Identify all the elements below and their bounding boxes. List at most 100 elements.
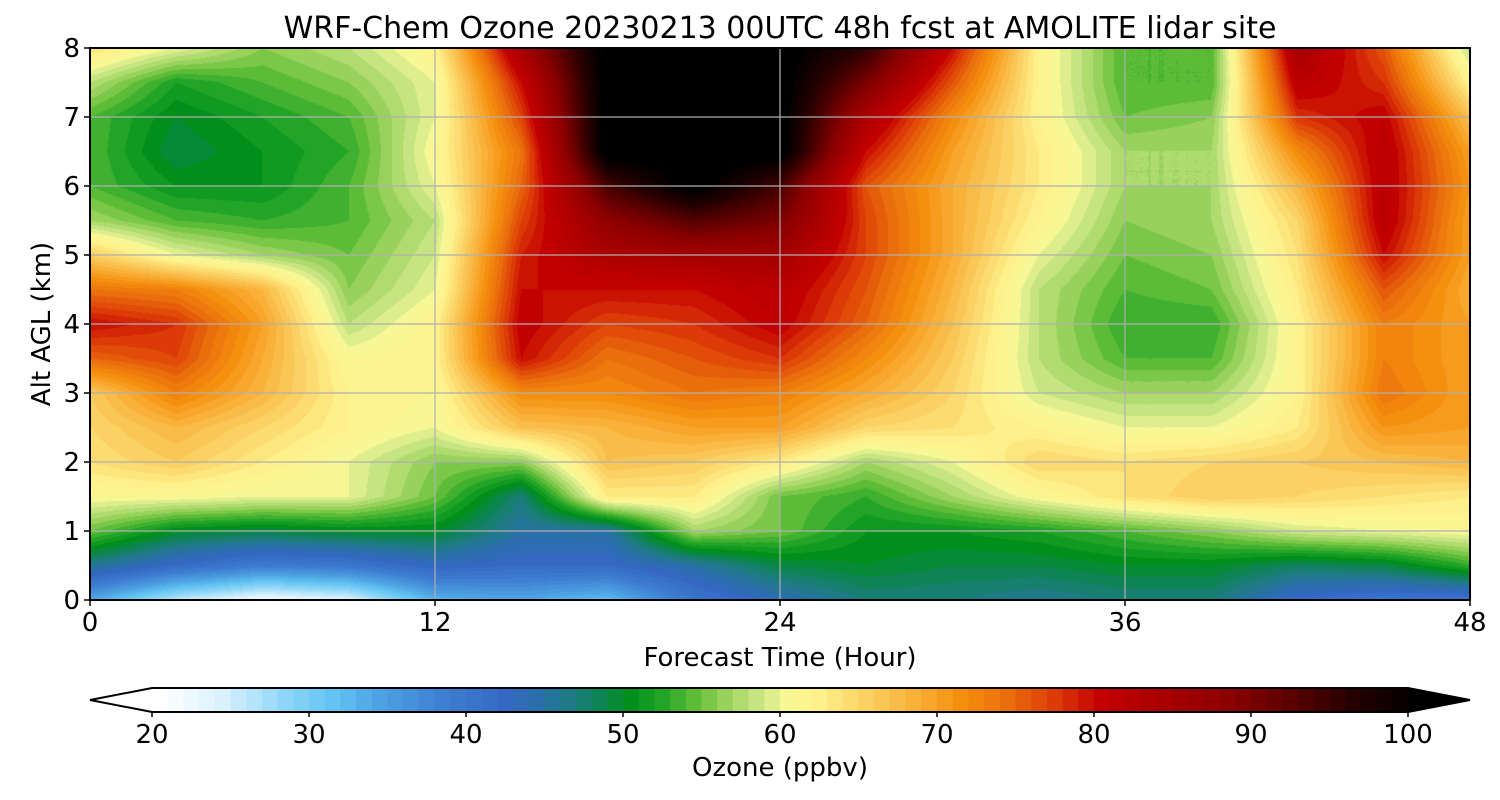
colorbar-bin <box>858 688 875 712</box>
colorbar-tick-label: 20 <box>135 720 168 750</box>
colorbar-label: Ozone (ppbv) <box>692 753 868 783</box>
colorbar-bin <box>1141 688 1158 712</box>
colorbar-bin <box>1046 688 1064 712</box>
colorbar-bin <box>748 688 765 712</box>
colorbar-bin <box>199 688 216 712</box>
colorbar-bin <box>1266 688 1283 712</box>
colorbar-bin <box>481 688 498 712</box>
colorbar-bin <box>811 688 828 712</box>
colorbar-bin <box>1392 688 1409 712</box>
y-tick-label: 2 <box>63 448 80 478</box>
colorbar-bin <box>1188 688 1205 712</box>
colorbar-bin <box>387 688 404 712</box>
x-tick-label: 36 <box>1108 608 1141 638</box>
y-tick-label: 0 <box>63 586 80 616</box>
colorbar-bin <box>418 688 436 712</box>
colorbar-bin <box>246 688 263 712</box>
colorbar-tick-label: 30 <box>292 720 325 750</box>
grid-lines <box>90 48 1470 600</box>
y-tick-label: 3 <box>63 379 80 409</box>
colorbar-bin <box>1282 688 1299 712</box>
x-tick-label: 24 <box>763 608 796 638</box>
colorbar-bin <box>1094 688 1111 712</box>
colorbar-bin <box>183 688 200 712</box>
colorbar-bin <box>874 688 891 712</box>
colorbar-bin <box>1015 688 1032 712</box>
x-tick-label: 48 <box>1453 608 1486 638</box>
colorbar-bin <box>1062 688 1079 712</box>
colorbar-bin <box>607 688 624 712</box>
colorbar-bin <box>277 688 294 712</box>
colorbar-bin <box>638 688 655 712</box>
colorbar-bin <box>732 688 750 712</box>
colorbar-bin <box>842 688 860 712</box>
colorbar-bin <box>1360 688 1378 712</box>
y-tick-label: 5 <box>63 241 80 271</box>
colorbar-bin <box>1313 688 1331 712</box>
colorbar-tick-label: 60 <box>763 720 796 750</box>
colorbar-bin <box>999 688 1017 712</box>
colorbar-bin <box>670 688 687 712</box>
colorbar-bin <box>1125 688 1142 712</box>
colorbar-bin <box>921 688 938 712</box>
colorbar-bin <box>1251 688 1268 712</box>
colorbar-bin <box>1219 688 1236 712</box>
y-axis: 0 1 2 3 4 5 6 7 8 <box>63 34 90 616</box>
colorbar-bin <box>1329 688 1346 712</box>
colorbar-bin <box>261 688 279 712</box>
colorbar-bin <box>780 688 797 712</box>
colorbar-bin <box>1109 688 1126 712</box>
colorbar-extend-high <box>1408 688 1470 712</box>
colorbar-tick-label: 90 <box>1234 720 1267 750</box>
colorbar-bin <box>1376 688 1393 712</box>
colorbar-bin <box>167 688 184 712</box>
x-tick-label: 0 <box>82 608 99 638</box>
colorbar-bin <box>575 688 593 712</box>
colorbar-bin <box>230 688 247 712</box>
colorbar-bin <box>1235 688 1252 712</box>
colorbar-bin <box>371 688 389 712</box>
chart-title: WRF-Chem Ozone 20230213 00UTC 48h fcst a… <box>284 11 1277 46</box>
colorbar-bin <box>152 688 169 712</box>
colorbar-bin <box>356 688 373 712</box>
colorbar-bin <box>1156 688 1174 712</box>
colorbar-bin <box>889 688 907 712</box>
x-tick-label: 12 <box>418 608 451 638</box>
colorbar-bin <box>1031 688 1048 712</box>
colorbar-bin <box>827 688 844 712</box>
x-axis-label: Forecast Time (Hour) <box>643 643 916 673</box>
colorbar-bin <box>1298 688 1315 712</box>
y-axis-label: Alt AGL (km) <box>27 242 57 406</box>
colorbar-bin <box>591 688 608 712</box>
y-tick-label: 7 <box>63 103 80 133</box>
colorbar-bin <box>450 688 467 712</box>
colorbar-tick-label: 80 <box>1077 720 1110 750</box>
colorbar-bin <box>544 688 561 712</box>
colorbar-bin <box>764 688 781 712</box>
colorbar-bin <box>905 688 922 712</box>
y-tick-label: 1 <box>63 517 80 547</box>
colorbar-bin <box>340 688 357 712</box>
y-tick-label: 4 <box>63 310 80 340</box>
colorbar-bin <box>623 688 640 712</box>
colorbar-tick-label: 40 <box>449 720 482 750</box>
colorbar-bin <box>795 688 812 712</box>
colorbar-bin <box>293 688 310 712</box>
colorbar-bin <box>324 688 341 712</box>
colorbar-bin <box>952 688 969 712</box>
colorbar-bin <box>309 688 326 712</box>
colorbar-bin <box>403 688 420 712</box>
colorbar-bin <box>984 688 1001 712</box>
colorbar-bin <box>654 688 671 712</box>
colorbar-tick-label: 100 <box>1383 720 1433 750</box>
colorbar-bin <box>434 688 451 712</box>
colorbar-bin <box>214 688 232 712</box>
colorbar-bin <box>685 688 703 712</box>
x-axis: 0 12 24 36 48 <box>82 600 1487 638</box>
colorbar-bin <box>466 688 483 712</box>
colorbar-bin <box>1078 688 1095 712</box>
colorbar-bin <box>1203 688 1221 712</box>
colorbar-bin <box>528 688 546 712</box>
colorbar-tick-label: 50 <box>606 720 639 750</box>
